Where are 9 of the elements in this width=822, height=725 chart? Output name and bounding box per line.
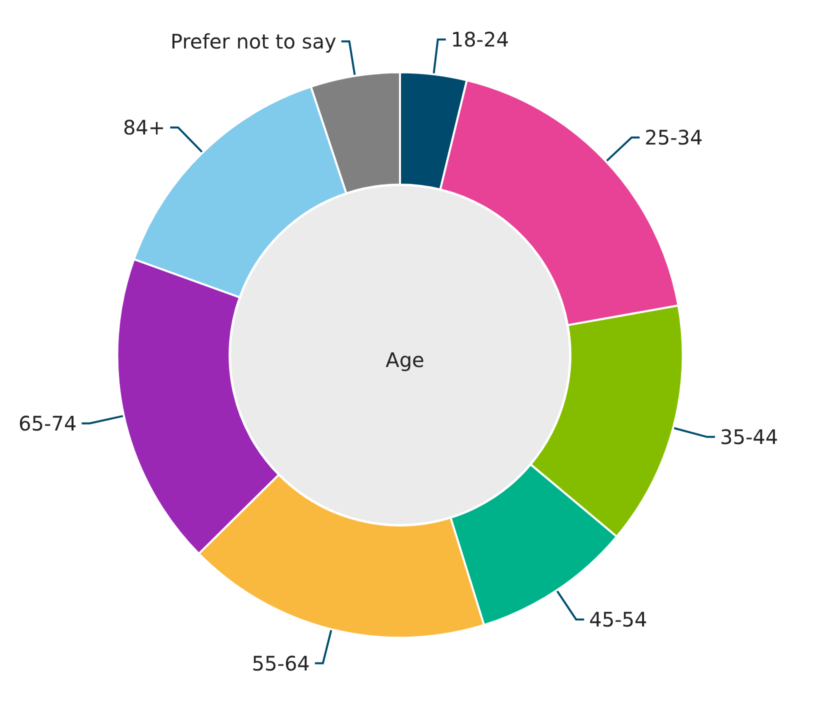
slice-label: 35-44 [720, 424, 778, 449]
slice-label: 45-54 [589, 607, 648, 632]
slice-label: 18-24 [450, 28, 509, 52]
text: Age [386, 348, 424, 372]
slice-label: 84+ [122, 116, 166, 140]
slice-label: 65-74 [18, 411, 77, 436]
slice-label: Prefer not to say [170, 29, 336, 54]
slice-label: 25-34 [644, 125, 703, 150]
slice-label: 55-64 [252, 651, 310, 676]
